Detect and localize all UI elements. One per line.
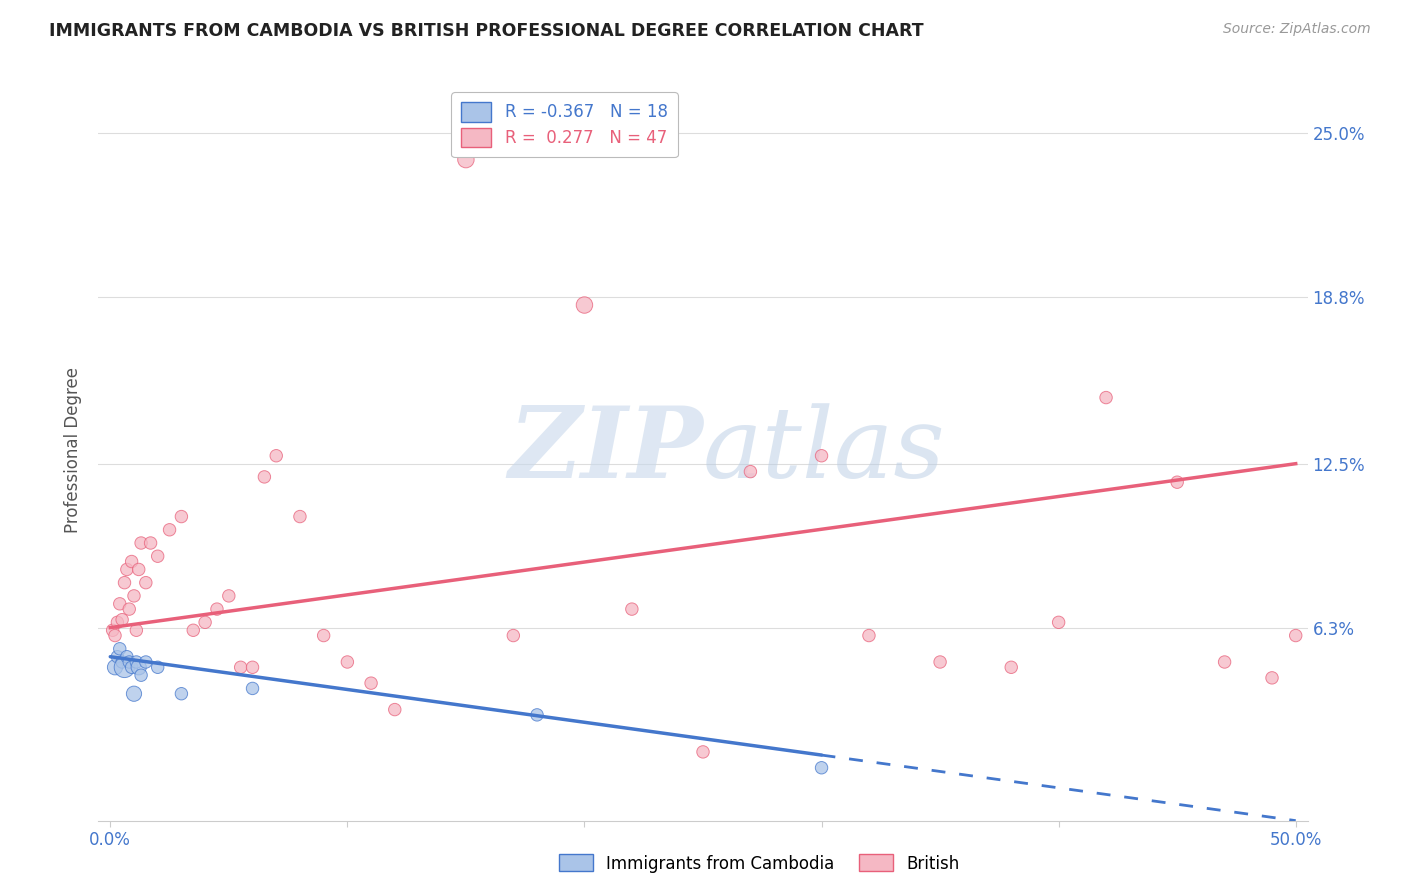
Point — [242, 660, 264, 674]
Point — [170, 509, 193, 524]
Point — [502, 629, 524, 643]
Point — [170, 687, 193, 701]
Point — [129, 536, 152, 550]
Point — [253, 470, 276, 484]
Point — [121, 660, 143, 674]
Point — [1261, 671, 1284, 685]
Point — [104, 629, 127, 643]
Point — [128, 660, 150, 674]
Point — [108, 597, 131, 611]
Point — [336, 655, 359, 669]
Point — [181, 624, 204, 638]
Y-axis label: Professional Degree: Professional Degree — [65, 368, 83, 533]
Point — [122, 589, 145, 603]
Point — [114, 660, 136, 674]
Text: atlas: atlas — [703, 403, 946, 498]
Point — [129, 668, 152, 682]
Point — [118, 655, 141, 669]
Point — [135, 655, 157, 669]
Point — [1285, 629, 1308, 643]
Point — [454, 153, 477, 167]
Point — [692, 745, 714, 759]
Text: ZIP: ZIP — [508, 402, 703, 499]
Point — [312, 629, 335, 643]
Point — [218, 589, 240, 603]
Point — [111, 613, 134, 627]
Point — [146, 660, 169, 674]
Point — [526, 707, 548, 722]
Point — [229, 660, 252, 674]
Point — [288, 509, 311, 524]
Point — [121, 555, 143, 569]
Text: Source: ZipAtlas.com: Source: ZipAtlas.com — [1223, 22, 1371, 37]
Point — [125, 624, 148, 638]
Point — [205, 602, 228, 616]
Point — [858, 629, 880, 643]
Legend: Immigrants from Cambodia, British: Immigrants from Cambodia, British — [553, 847, 966, 880]
Point — [101, 624, 124, 638]
Point — [360, 676, 382, 690]
Point — [105, 649, 128, 664]
Point — [139, 536, 162, 550]
Point — [118, 602, 141, 616]
Point — [122, 687, 145, 701]
Legend: R = -0.367   N = 18, R =  0.277   N = 47: R = -0.367 N = 18, R = 0.277 N = 47 — [451, 92, 678, 158]
Point — [108, 641, 131, 656]
Point — [104, 660, 127, 674]
Point — [128, 562, 150, 576]
Point — [810, 449, 832, 463]
Point — [1047, 615, 1070, 630]
Point — [810, 761, 832, 775]
Point — [111, 655, 134, 669]
Point — [929, 655, 952, 669]
Point — [242, 681, 264, 696]
Point — [740, 465, 762, 479]
Point — [1166, 475, 1188, 490]
Point — [1000, 660, 1022, 674]
Point — [135, 575, 157, 590]
Point — [384, 703, 406, 717]
Point — [574, 298, 596, 312]
Point — [125, 655, 148, 669]
Point — [115, 649, 138, 664]
Point — [620, 602, 643, 616]
Point — [105, 615, 128, 630]
Point — [264, 449, 287, 463]
Point — [146, 549, 169, 564]
Point — [159, 523, 181, 537]
Point — [1213, 655, 1236, 669]
Point — [114, 575, 136, 590]
Point — [115, 562, 138, 576]
Point — [1095, 391, 1118, 405]
Text: IMMIGRANTS FROM CAMBODIA VS BRITISH PROFESSIONAL DEGREE CORRELATION CHART: IMMIGRANTS FROM CAMBODIA VS BRITISH PROF… — [49, 22, 924, 40]
Point — [194, 615, 217, 630]
